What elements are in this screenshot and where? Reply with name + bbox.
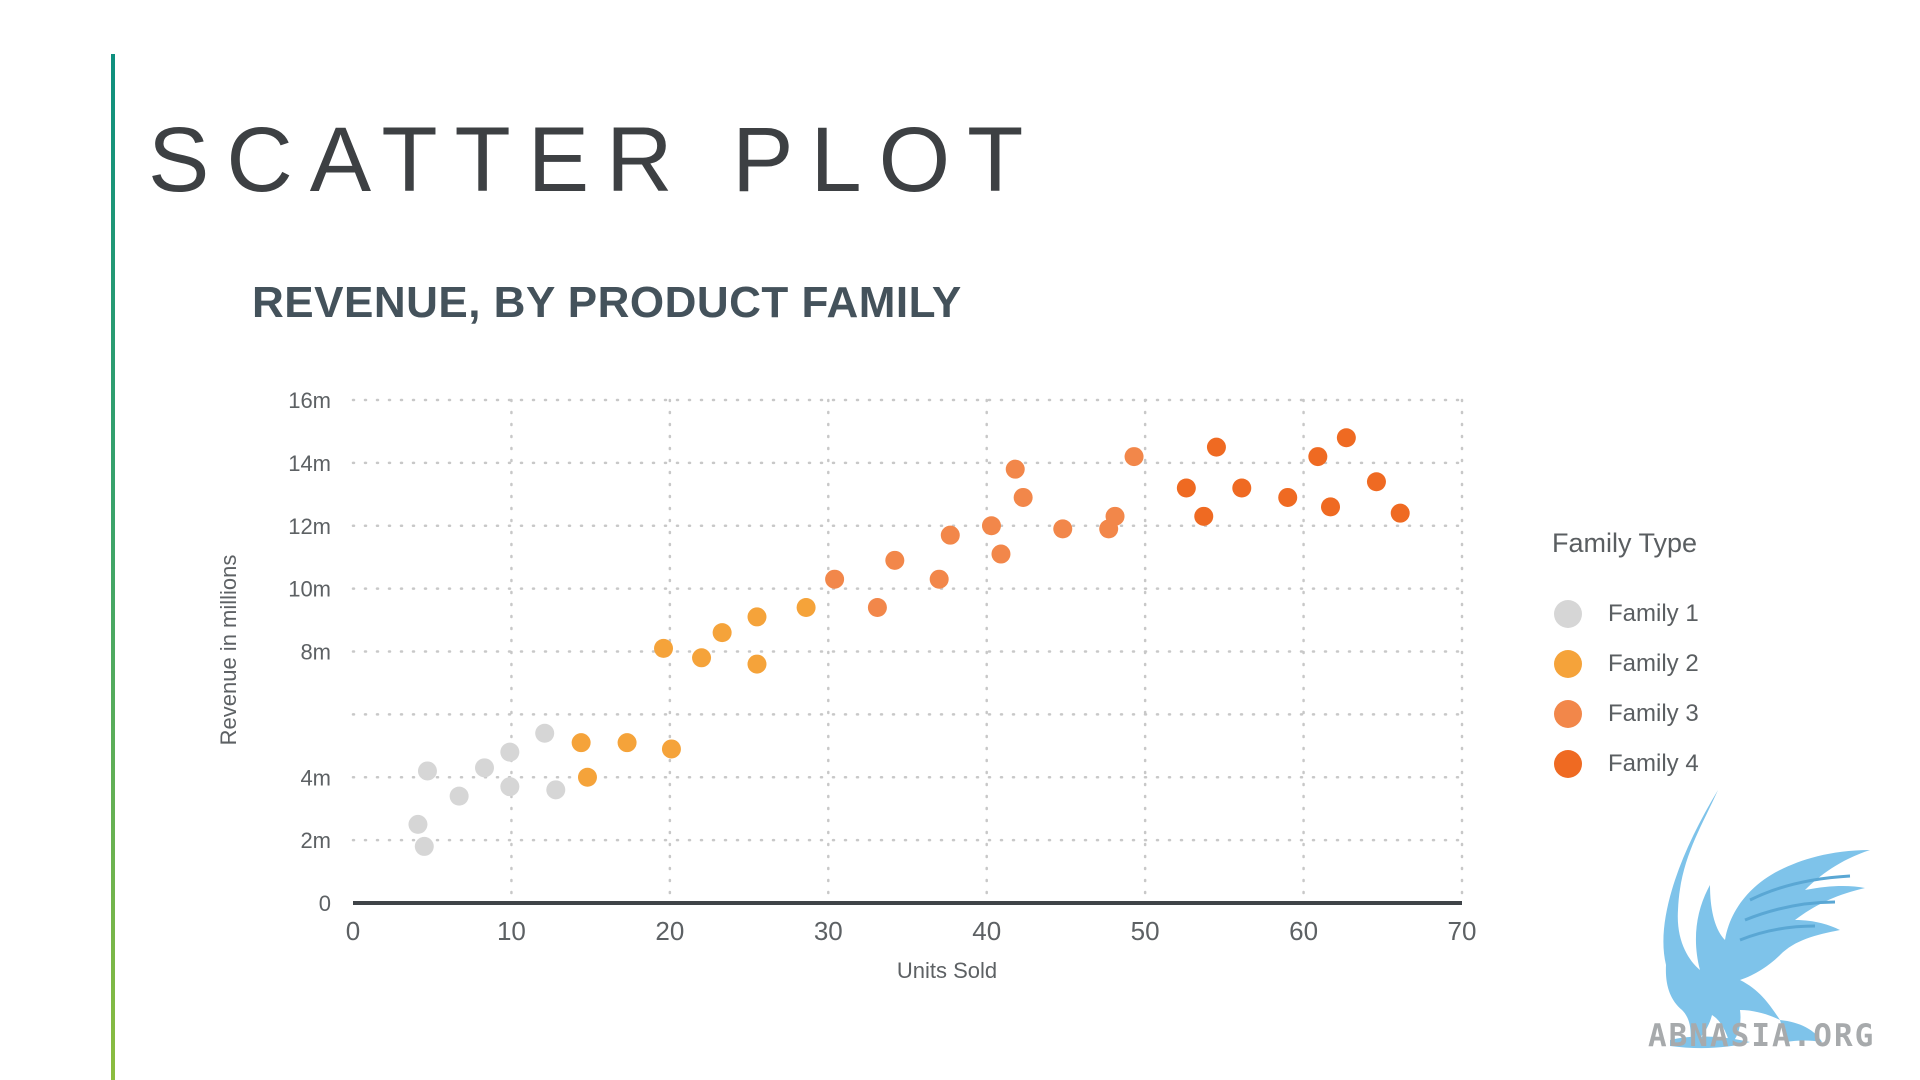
x-tick-label: 0 — [346, 916, 360, 946]
legend-label: Family 2 — [1608, 650, 1699, 677]
data-point — [796, 597, 816, 617]
y-tick-label: 10m — [288, 577, 331, 602]
legend-swatch — [1554, 650, 1582, 678]
y-tick-label: 8m — [300, 640, 331, 665]
data-point — [692, 648, 712, 668]
y-tick-label: 16m — [288, 388, 331, 413]
data-point — [414, 836, 434, 856]
data-point — [1194, 506, 1214, 526]
data-point — [991, 544, 1011, 564]
legend-items: Family 1 Family 2 Family 3 Family 4 — [1552, 589, 1699, 789]
data-point — [981, 516, 1001, 536]
data-point — [1013, 487, 1033, 507]
data-point — [1053, 519, 1073, 539]
data-point — [1278, 487, 1298, 507]
x-tick-label: 20 — [655, 916, 684, 946]
data-point — [661, 739, 681, 759]
data-point — [867, 597, 887, 617]
data-point — [929, 569, 949, 589]
legend-title: Family Type — [1552, 528, 1698, 558]
data-point — [885, 550, 905, 570]
data-point — [474, 758, 494, 778]
y-axis-label: Revenue in millions — [216, 555, 241, 746]
x-tick-label: 40 — [972, 916, 1001, 946]
data-point — [408, 814, 428, 834]
data-point — [1105, 506, 1125, 526]
x-tick-label: 30 — [814, 916, 843, 946]
legend-item: Family 4 — [1552, 739, 1699, 789]
data-point — [1308, 447, 1328, 467]
legend-label: Family 4 — [1608, 750, 1699, 777]
data-point — [535, 723, 555, 743]
data-point — [500, 742, 520, 762]
data-point — [1124, 447, 1144, 467]
legend-item: Family 1 — [1552, 589, 1699, 639]
axes: 0 2m 4m 8m 10m 12m 14m 16m 0 10 20 30 40 50 60 70 — [288, 388, 1476, 946]
chart-title: REVENUE, BY PRODUCT FAMILY — [252, 278, 962, 327]
x-tick-label: 60 — [1289, 916, 1318, 946]
legend: Family Type Family 1 Family 2 Family 3 Fami… — [1552, 528, 1699, 789]
legend-label: Family 1 — [1608, 600, 1699, 627]
accent-bar — [111, 54, 115, 1080]
x-axis-label: Units Sold — [897, 958, 997, 983]
data-point — [654, 638, 674, 658]
data-point — [825, 569, 845, 589]
data-point — [571, 733, 591, 753]
data-point — [1176, 478, 1196, 498]
data-points — [408, 428, 1410, 856]
x-tick-label: 50 — [1131, 916, 1160, 946]
legend-swatch — [1554, 750, 1582, 778]
data-point — [500, 777, 520, 797]
slide-title: SCATTER PLOT — [148, 109, 1041, 211]
data-point — [1366, 472, 1386, 492]
y-tick-label: 14m — [288, 451, 331, 476]
legend-swatch — [1554, 700, 1582, 728]
watermark-text: ABNASIA.ORG — [1648, 1018, 1876, 1054]
data-point — [417, 761, 437, 781]
x-tick-label: 70 — [1448, 916, 1477, 946]
data-point — [617, 733, 637, 753]
y-tick-label: 0 — [319, 891, 331, 916]
data-point — [747, 607, 767, 627]
legend-swatch — [1554, 600, 1582, 628]
data-point — [712, 623, 732, 643]
data-point — [449, 786, 469, 806]
y-tick-label: 2m — [300, 828, 331, 853]
x-tick-label: 10 — [497, 916, 526, 946]
data-point — [1321, 497, 1341, 517]
griffin-logo-icon — [1663, 790, 1870, 1049]
data-point — [577, 767, 597, 787]
data-point — [1390, 503, 1410, 523]
legend-label: Family 3 — [1608, 700, 1699, 727]
data-point — [1336, 428, 1356, 448]
data-point — [747, 654, 767, 674]
data-point — [1206, 437, 1226, 457]
data-point — [1005, 459, 1025, 479]
grid-lines — [351, 398, 1464, 905]
y-tick-label: 4m — [300, 765, 331, 790]
y-tick-label: 12m — [288, 514, 331, 539]
legend-item: Family 3 — [1552, 689, 1699, 739]
data-point — [1232, 478, 1252, 498]
data-point — [940, 525, 960, 545]
legend-item: Family 2 — [1552, 639, 1699, 689]
data-point — [546, 780, 566, 800]
